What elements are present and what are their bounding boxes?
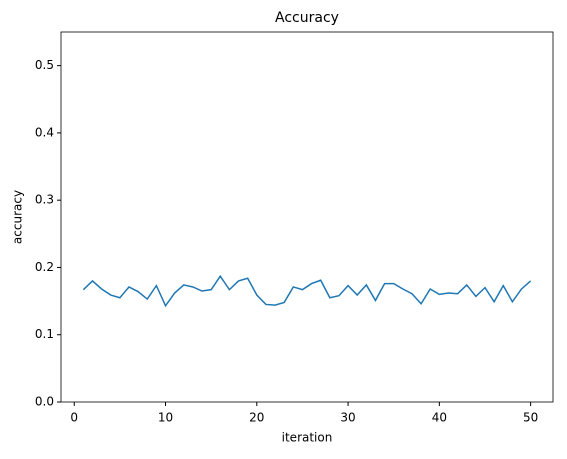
x-tick-label: 50 (523, 411, 538, 425)
y-tick-label: 0.0 (35, 395, 54, 409)
plot-frame (60, 31, 554, 403)
y-tick-label: 0.3 (35, 193, 54, 207)
x-axis-label: iteration (282, 431, 333, 445)
y-tick-label: 0.2 (35, 260, 54, 274)
x-tick-label: 20 (249, 411, 264, 425)
x-tick-label: 30 (340, 411, 355, 425)
x-tick-label: 40 (432, 411, 447, 425)
x-tick-label: 0 (70, 411, 78, 425)
chart-title: Accuracy (275, 10, 339, 26)
x-tick-label: 10 (158, 411, 173, 425)
y-axis-label: accuracy (11, 190, 25, 244)
y-tick-label: 0.4 (35, 125, 54, 139)
line-series (82, 274, 532, 308)
y-tick-label: 0.5 (35, 58, 54, 72)
y-tick-label: 0.1 (35, 327, 54, 341)
